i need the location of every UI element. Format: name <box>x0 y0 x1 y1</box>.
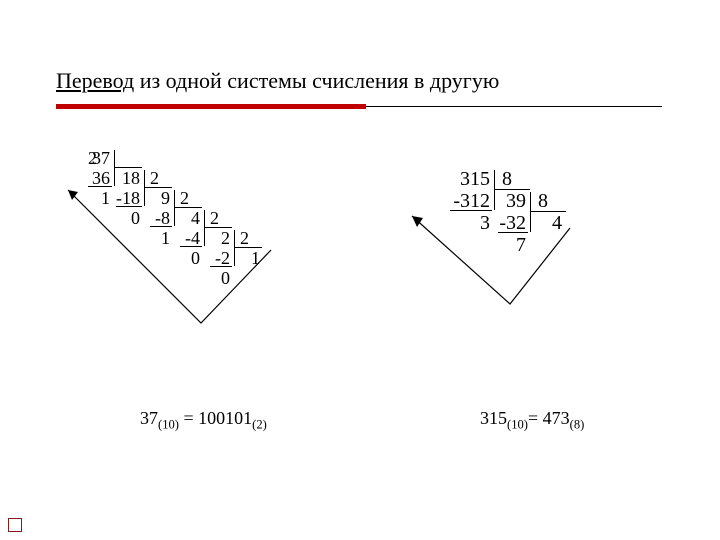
cell: 2 <box>150 168 162 189</box>
bracket-line <box>494 170 495 210</box>
title-accent-rule <box>56 104 366 109</box>
title-underlined: Перевод <box>56 68 134 93</box>
cap-text: 37 <box>140 408 158 428</box>
cell: 18 <box>118 168 140 189</box>
figure-left: 37 2 36 18 2 1 -18 9 2 0 -8 4 2 1 -4 2 2… <box>88 148 328 348</box>
slide: Перевод из одной системы счисления в дру… <box>0 0 720 540</box>
cell: 2 <box>88 148 100 169</box>
cap-sub: (10) <box>507 418 528 432</box>
title-thin-rule <box>366 106 662 107</box>
cap-text: = <box>528 408 543 428</box>
bracket-line <box>494 189 530 190</box>
cap-sub: (10) <box>158 418 179 432</box>
caption-right: 315(10)= 473(8) <box>480 408 584 433</box>
arrow-icon <box>410 214 610 334</box>
figure-right: 315 8 -312 39 8 3 -32 4 7 <box>450 168 680 338</box>
cap-sub: (2) <box>252 418 267 432</box>
cell: 315 <box>450 168 490 191</box>
sub-line <box>88 186 112 187</box>
cap-text: = <box>179 408 198 428</box>
arrow-icon <box>66 188 296 338</box>
cap-text: 100101 <box>198 408 252 428</box>
bracket-line <box>114 167 142 168</box>
cap-text: 473 <box>543 408 570 428</box>
caption-left: 37(10) = 100101(2) <box>140 408 267 433</box>
cell: 39 <box>500 190 526 213</box>
cap-text: 315 <box>480 408 507 428</box>
square-icon <box>8 518 22 532</box>
cell: 8 <box>502 168 516 191</box>
slide-title: Перевод из одной системы счисления в дру… <box>56 68 499 94</box>
bracket-line <box>114 150 115 186</box>
cap-sub: (8) <box>570 418 585 432</box>
bracket-line <box>530 211 566 212</box>
cell: 8 <box>538 190 552 213</box>
title-rest: из одной системы счисления в другую <box>134 68 499 93</box>
sub-line <box>450 210 492 211</box>
